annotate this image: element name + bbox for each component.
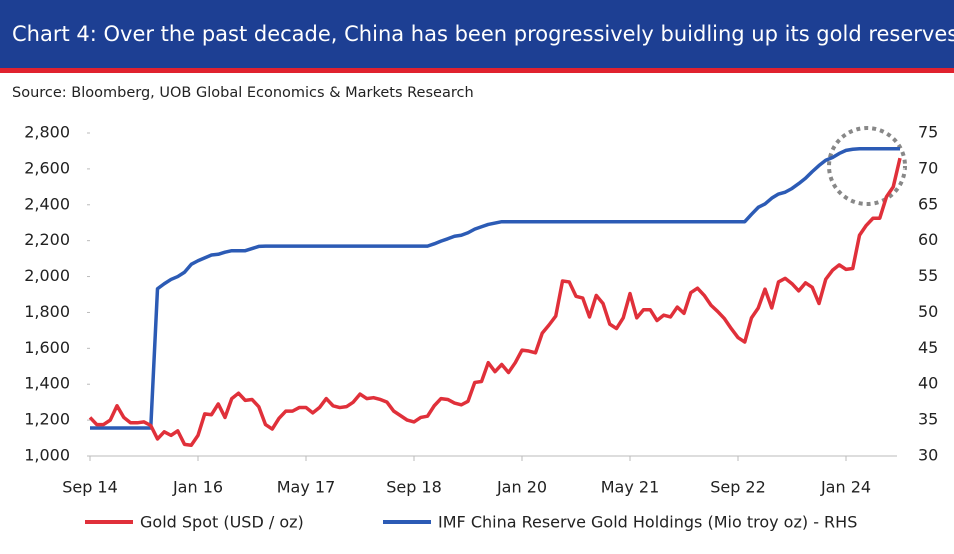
y-tick-label: 2,800 [24, 123, 70, 142]
y2-tick-label: 60 [918, 230, 938, 249]
y2-tick-label: 65 [918, 194, 938, 213]
y-tick-label: 1,200 [24, 410, 70, 429]
chart-subtitle: Source: Bloomberg, UOB Global Economics … [12, 85, 474, 101]
series-line [88, 157, 902, 447]
y-tick-label: 2,400 [24, 194, 70, 213]
y-tick-label: 2,200 [24, 230, 70, 249]
legend-label: IMF China Reserve Gold Holdings (Mio tro… [438, 513, 857, 532]
y-tick-label: 1,000 [24, 446, 70, 465]
y-tick-label: 1,400 [24, 374, 70, 393]
x-tick-label: Jan 16 [172, 478, 223, 497]
legend-label: Gold Spot (USD / oz) [140, 513, 304, 532]
x-tick-label: Sep 18 [386, 478, 442, 497]
x-tick-label: May 17 [277, 478, 336, 497]
header-band [0, 0, 954, 68]
y2-tick-label: 30 [918, 446, 938, 465]
y2-tick-label: 55 [918, 266, 938, 285]
y2-tick-label: 50 [918, 302, 938, 321]
y2-tick-label: 70 [918, 158, 938, 177]
x-tick-label: Jan 20 [496, 478, 547, 497]
y2-tick-label: 45 [918, 338, 938, 357]
y-tick-label: 2,000 [24, 266, 70, 285]
y-tick-label: 2,600 [24, 158, 70, 177]
y-tick-label: 1,600 [24, 338, 70, 357]
highlight-circle [827, 126, 907, 206]
x-tick-label: Sep 14 [62, 478, 118, 497]
header-stripe [0, 68, 954, 73]
x-tick-label: Jan 24 [820, 478, 871, 497]
y-tick-label: 1,800 [24, 302, 70, 321]
x-tick-label: May 21 [601, 478, 660, 497]
y2-tick-label: 75 [918, 123, 938, 142]
y2-tick-label: 40 [918, 374, 938, 393]
series-line [90, 147, 900, 430]
x-tick-label: Sep 22 [710, 478, 766, 497]
y2-tick-label: 35 [918, 410, 938, 429]
chart-title: Chart 4: Over the past decade, China has… [12, 22, 954, 46]
